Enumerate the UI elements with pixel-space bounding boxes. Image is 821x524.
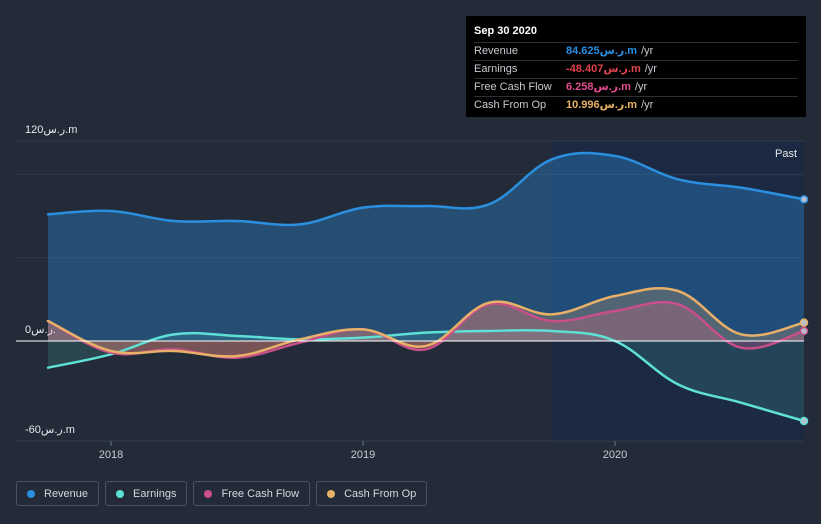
tooltip-label: Earnings: [474, 63, 518, 75]
legend-item-cash-from-op[interactable]: Cash From Op: [316, 481, 428, 506]
x-tick-label: 2018: [99, 449, 123, 461]
tooltip-label: Revenue: [474, 45, 519, 57]
legend-dot-icon: [116, 489, 125, 498]
tooltip-row-fcf: Free Cash Flow 6.258ر.س.m/yr: [474, 78, 798, 96]
area-cfo: [48, 288, 804, 357]
endpoint-cfo[interactable]: [799, 318, 809, 327]
area-revenue: [48, 153, 804, 341]
tooltip-row-earnings: Earnings -48.407ر.س.m/yr: [474, 60, 798, 78]
endpoint-earnings[interactable]: [799, 416, 809, 426]
area-fcf: [48, 302, 804, 358]
past-label: Past: [775, 148, 797, 160]
tooltip-value: 10.996ر.س.m/yr: [566, 99, 654, 111]
tooltip-value: -48.407ر.س.m/yr: [566, 63, 657, 75]
tooltip: Sep 30 2020 Revenue 84.625ر.س.m/yr Earni…: [466, 16, 806, 117]
tooltip-value: 6.258ر.س.m/yr: [566, 81, 648, 93]
legend-item-free-cash-flow[interactable]: Free Cash Flow: [193, 481, 311, 506]
legend-item-earnings[interactable]: Earnings: [105, 481, 188, 506]
legend-label: Free Cash Flow: [221, 487, 300, 500]
tooltip-date: Sep 30 2020: [474, 25, 537, 37]
legend: Revenue Earnings Free Cash Flow Cash Fro…: [16, 481, 428, 508]
legend-dot-icon: [327, 489, 336, 498]
y-axis-label: 0ر.س.: [25, 324, 56, 336]
y-axis-label: 120ر.س.m: [25, 124, 77, 136]
series-endpoints[interactable]: [799, 195, 809, 426]
series-lines: [46, 151, 806, 423]
gridlines: [16, 140, 804, 442]
legend-item-revenue[interactable]: Revenue: [16, 481, 100, 506]
tooltip-row-cfo: Cash From Op 10.996ر.س.m/yr: [474, 96, 798, 114]
line-fcf: [46, 300, 806, 359]
tooltip-value: 84.625ر.س.m/yr: [566, 45, 654, 57]
endpoint-fcf[interactable]: [799, 326, 809, 336]
legend-dot-icon: [204, 489, 213, 498]
legend-label: Earnings: [133, 487, 177, 500]
legend-label: Cash From Op: [344, 487, 417, 500]
y-axis-labels: 120ر.س.m 0ر.س. -60ر.س.m: [25, 124, 77, 436]
x-tick-label: 2019: [351, 449, 375, 461]
x-tick-label: 2020: [603, 449, 627, 461]
x-axis-ticks: 2018 2019 2020: [99, 441, 627, 461]
line-revenue: [46, 151, 806, 227]
y-axis-label: -60ر.س.m: [25, 424, 75, 436]
tooltip-label: Cash From Op: [474, 99, 547, 111]
legend-label: Revenue: [44, 487, 89, 500]
tooltip-row-revenue: Revenue 84.625ر.س.m/yr: [474, 42, 798, 60]
series-areas: [48, 153, 804, 421]
line-cfo: [46, 287, 806, 358]
line-earnings: [46, 328, 806, 423]
tooltip-label: Free Cash Flow: [474, 81, 552, 93]
endpoint-revenue[interactable]: [799, 195, 809, 204]
legend-dot-icon: [27, 489, 35, 498]
